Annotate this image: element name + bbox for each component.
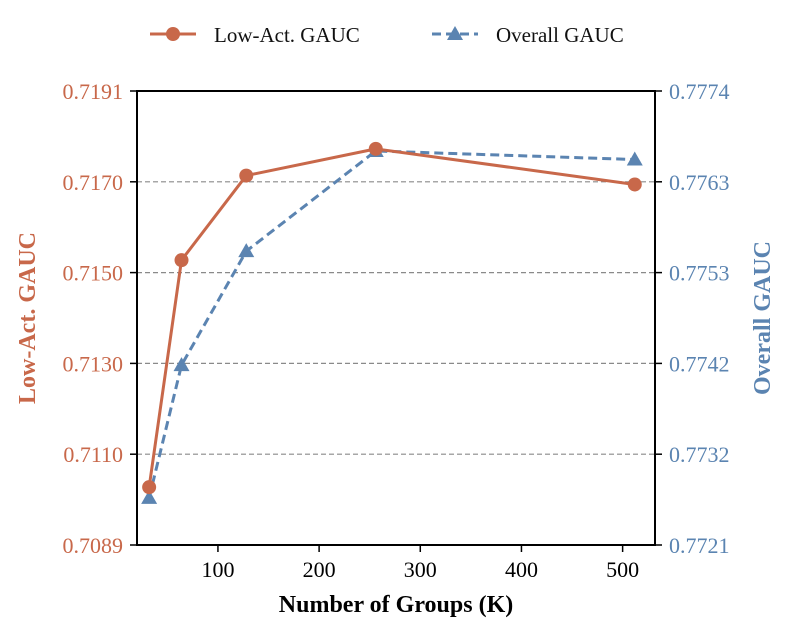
point-low-act — [239, 168, 254, 183]
point-low-act — [368, 141, 383, 156]
right-tick-label: 0.7774 — [669, 79, 730, 104]
left-axis-title: Low-Act. GAUC — [15, 232, 41, 404]
x-tick-label: 400 — [505, 557, 538, 582]
x-axis-title: Number of Groups (K) — [279, 592, 513, 618]
left-tick-label: 0.7191 — [63, 79, 124, 104]
right-tick-label: 0.7753 — [669, 261, 730, 286]
x-tick-label: 100 — [201, 557, 234, 582]
left-tick-label: 0.7170 — [63, 170, 124, 195]
plot-frame — [136, 90, 656, 546]
legend-label-overall: Overall GAUC — [496, 23, 624, 47]
x-tick-label: 300 — [404, 557, 437, 582]
left-tick-label: 0.7130 — [63, 351, 124, 376]
x-tick-label: 200 — [303, 557, 336, 582]
legend-marker-low-act — [166, 27, 180, 41]
right-tick-label: 0.7721 — [669, 533, 730, 558]
right-tick-label: 0.7732 — [669, 442, 730, 467]
point-low-act — [142, 480, 157, 495]
legend: Low-Act. GAUC Overall GAUC — [150, 23, 624, 47]
legend-label-low-act: Low-Act. GAUC — [214, 23, 360, 47]
left-tick-label: 0.7150 — [63, 261, 124, 286]
series-line-overall — [147, 149, 635, 499]
right-tick-label: 0.7742 — [669, 351, 730, 376]
grid — [137, 181, 655, 455]
x-tick-label: 500 — [606, 557, 639, 582]
point-overall — [238, 243, 255, 258]
left-tick-label: 0.7089 — [63, 533, 124, 558]
point-low-act — [174, 253, 189, 268]
point-low-act — [627, 177, 642, 192]
right-tick-label: 0.7763 — [669, 170, 730, 195]
point-overall — [173, 357, 190, 372]
ticks: 0.7089 0.7721 0.7110 0.7732 0.7130 0.7742 0.71… — [63, 79, 730, 582]
series-line-low-act — [147, 147, 635, 488]
series-layer — [141, 141, 643, 504]
point-overall — [141, 489, 158, 504]
right-axis-title: Overall GAUC — [750, 241, 776, 395]
legend-marker-overall — [447, 26, 463, 40]
point-overall — [626, 151, 643, 166]
left-tick-label: 0.7110 — [63, 442, 123, 467]
